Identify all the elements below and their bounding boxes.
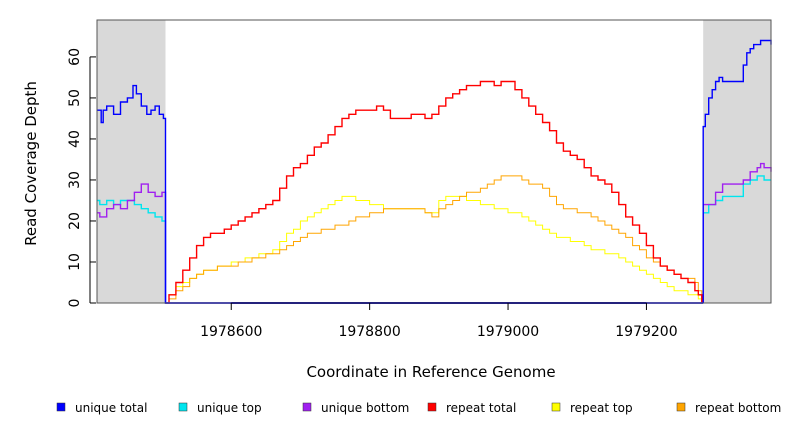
- shaded-regions: [97, 20, 771, 303]
- legend-swatch-repeat-bottom: [676, 402, 686, 412]
- y-tick-label: 10: [67, 253, 83, 271]
- y-tick-label: 20: [67, 212, 83, 230]
- y-tick-label: 60: [67, 48, 83, 66]
- x-tick-label: 1978600: [200, 324, 262, 340]
- plot-frame: [96, 19, 772, 304]
- legend-label-unique-total: unique total: [75, 401, 147, 415]
- y-tick-label: 30: [67, 171, 83, 189]
- legend-swatch-repeat-total: [427, 402, 437, 412]
- series-line-unique-bottom-1: [97, 183, 704, 304]
- legend: unique total unique top unique bottom repea…: [56, 401, 781, 415]
- y-tick-label: 0: [67, 299, 83, 308]
- x-tick-label: 1978800: [338, 324, 400, 340]
- shaded-region-1: [97, 20, 166, 303]
- legend-label-repeat-total: repeat total: [446, 401, 516, 415]
- series-line-unique-total-1: [97, 84, 704, 304]
- legend-swatch-repeat-top: [551, 402, 561, 412]
- x-axis-label: Coordinate in Reference Genome: [306, 363, 555, 381]
- legend-swatch-unique-top: [178, 402, 188, 412]
- series-line-unique-top-1: [97, 199, 704, 304]
- x-tick-label: 1979000: [477, 324, 539, 340]
- legend-label-unique-top: unique top: [197, 401, 262, 415]
- shaded-region-2: [703, 20, 771, 303]
- legend-swatch-unique-bottom: [302, 402, 312, 412]
- x-tick-label: 1979200: [615, 324, 677, 340]
- y-axis-label: Read Coverage Depth: [22, 81, 40, 246]
- y-tick-label: 50: [67, 89, 83, 107]
- y-tick-label: 40: [67, 130, 83, 148]
- legend-swatch-unique-total: [56, 402, 66, 412]
- series-line-unique-bottom-2: [702, 162, 772, 303]
- series-line-repeat-total-1: [165, 80, 703, 304]
- legend-label-repeat-top: repeat top: [570, 401, 633, 415]
- series-line-unique-total-2: [702, 39, 772, 303]
- y-axis: 0 10 20 30 40 50 60: [67, 48, 96, 307]
- legend-label-unique-bottom: unique bottom: [321, 401, 409, 415]
- series-line-repeat-top-1: [165, 195, 703, 304]
- series-lines: [97, 39, 772, 304]
- x-axis: 1978600 1978800 1979000 1979200: [200, 302, 678, 340]
- series-line-repeat-bottom-1: [97, 175, 771, 304]
- legend-label-repeat-bottom: repeat bottom: [695, 401, 781, 415]
